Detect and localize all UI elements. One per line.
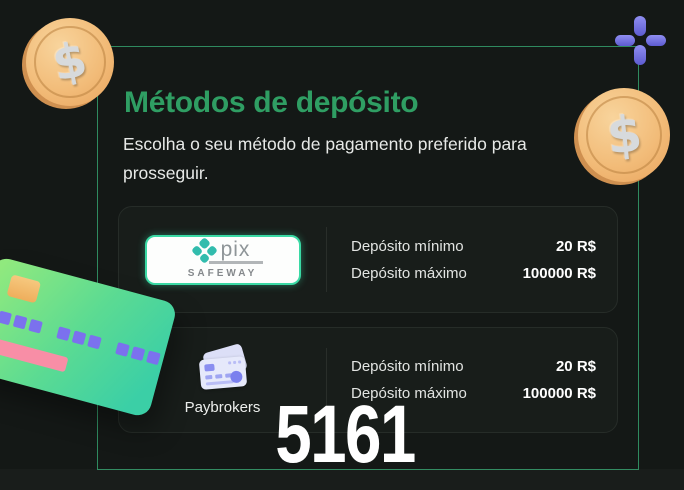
deposit-min-row: Depósito mínimo 20 R$ [351, 238, 596, 255]
deposit-max-value: 100000 R$ [522, 385, 596, 402]
pix-safeway-logo: pix SAFEWAY [144, 234, 301, 285]
paybrokers-cards-icon [196, 342, 250, 393]
decorative-frame [97, 46, 639, 470]
deposit-min-value: 20 R$ [555, 237, 596, 255]
plus-sparkle-icon [613, 16, 667, 65]
pix-brand-text: pix [220, 238, 251, 261]
dollar-sign-icon: $ [603, 104, 645, 166]
pix-logo-zone: pix SAFEWAY [119, 207, 326, 312]
card-chip [6, 274, 42, 304]
card-divider [326, 348, 327, 412]
card-stripe [0, 337, 69, 373]
deposit-min-label: Depósito mínimo [351, 237, 464, 255]
safeway-text: SAFEWAY [187, 267, 258, 279]
card-divider [326, 227, 327, 292]
deposit-max-value: 100000 R$ [522, 264, 596, 282]
deposit-max-row: Depósito máximo 100000 R$ [351, 265, 596, 282]
gold-coin-icon: $ [574, 88, 670, 185]
deposit-info: Depósito mínimo 20 R$ Depósito máximo 10… [327, 328, 617, 432]
deposit-max-label: Depósito máximo [351, 385, 467, 402]
deposit-max-label: Depósito máximo [351, 264, 467, 282]
deposit-max-row: Depósito máximo 100000 R$ [351, 385, 596, 402]
page-title: Métodos de depósito [124, 86, 419, 120]
deposit-info: Depósito mínimo 20 R$ Depósito máximo 10… [327, 207, 617, 312]
page-subtitle: Escolha o seu método de pagamento prefer… [123, 133, 527, 183]
gold-coin-icon: $ [22, 18, 114, 109]
deposit-min-value: 20 R$ [555, 358, 596, 375]
payment-method-pix-safeway[interactable]: pix SAFEWAY Depósito mínimo 20 R$ Depósi… [118, 206, 618, 313]
pix-icon [190, 236, 218, 264]
overlay-number: 5161 [275, 389, 416, 480]
deposit-min-label: Depósito mínimo [351, 358, 464, 375]
paybrokers-logo-zone: Paybrokers [119, 328, 326, 432]
pix-tagline-bar [208, 260, 263, 264]
deposit-min-row: Depósito mínimo 20 R$ [351, 358, 596, 375]
paybrokers-label: Paybrokers [184, 398, 261, 416]
